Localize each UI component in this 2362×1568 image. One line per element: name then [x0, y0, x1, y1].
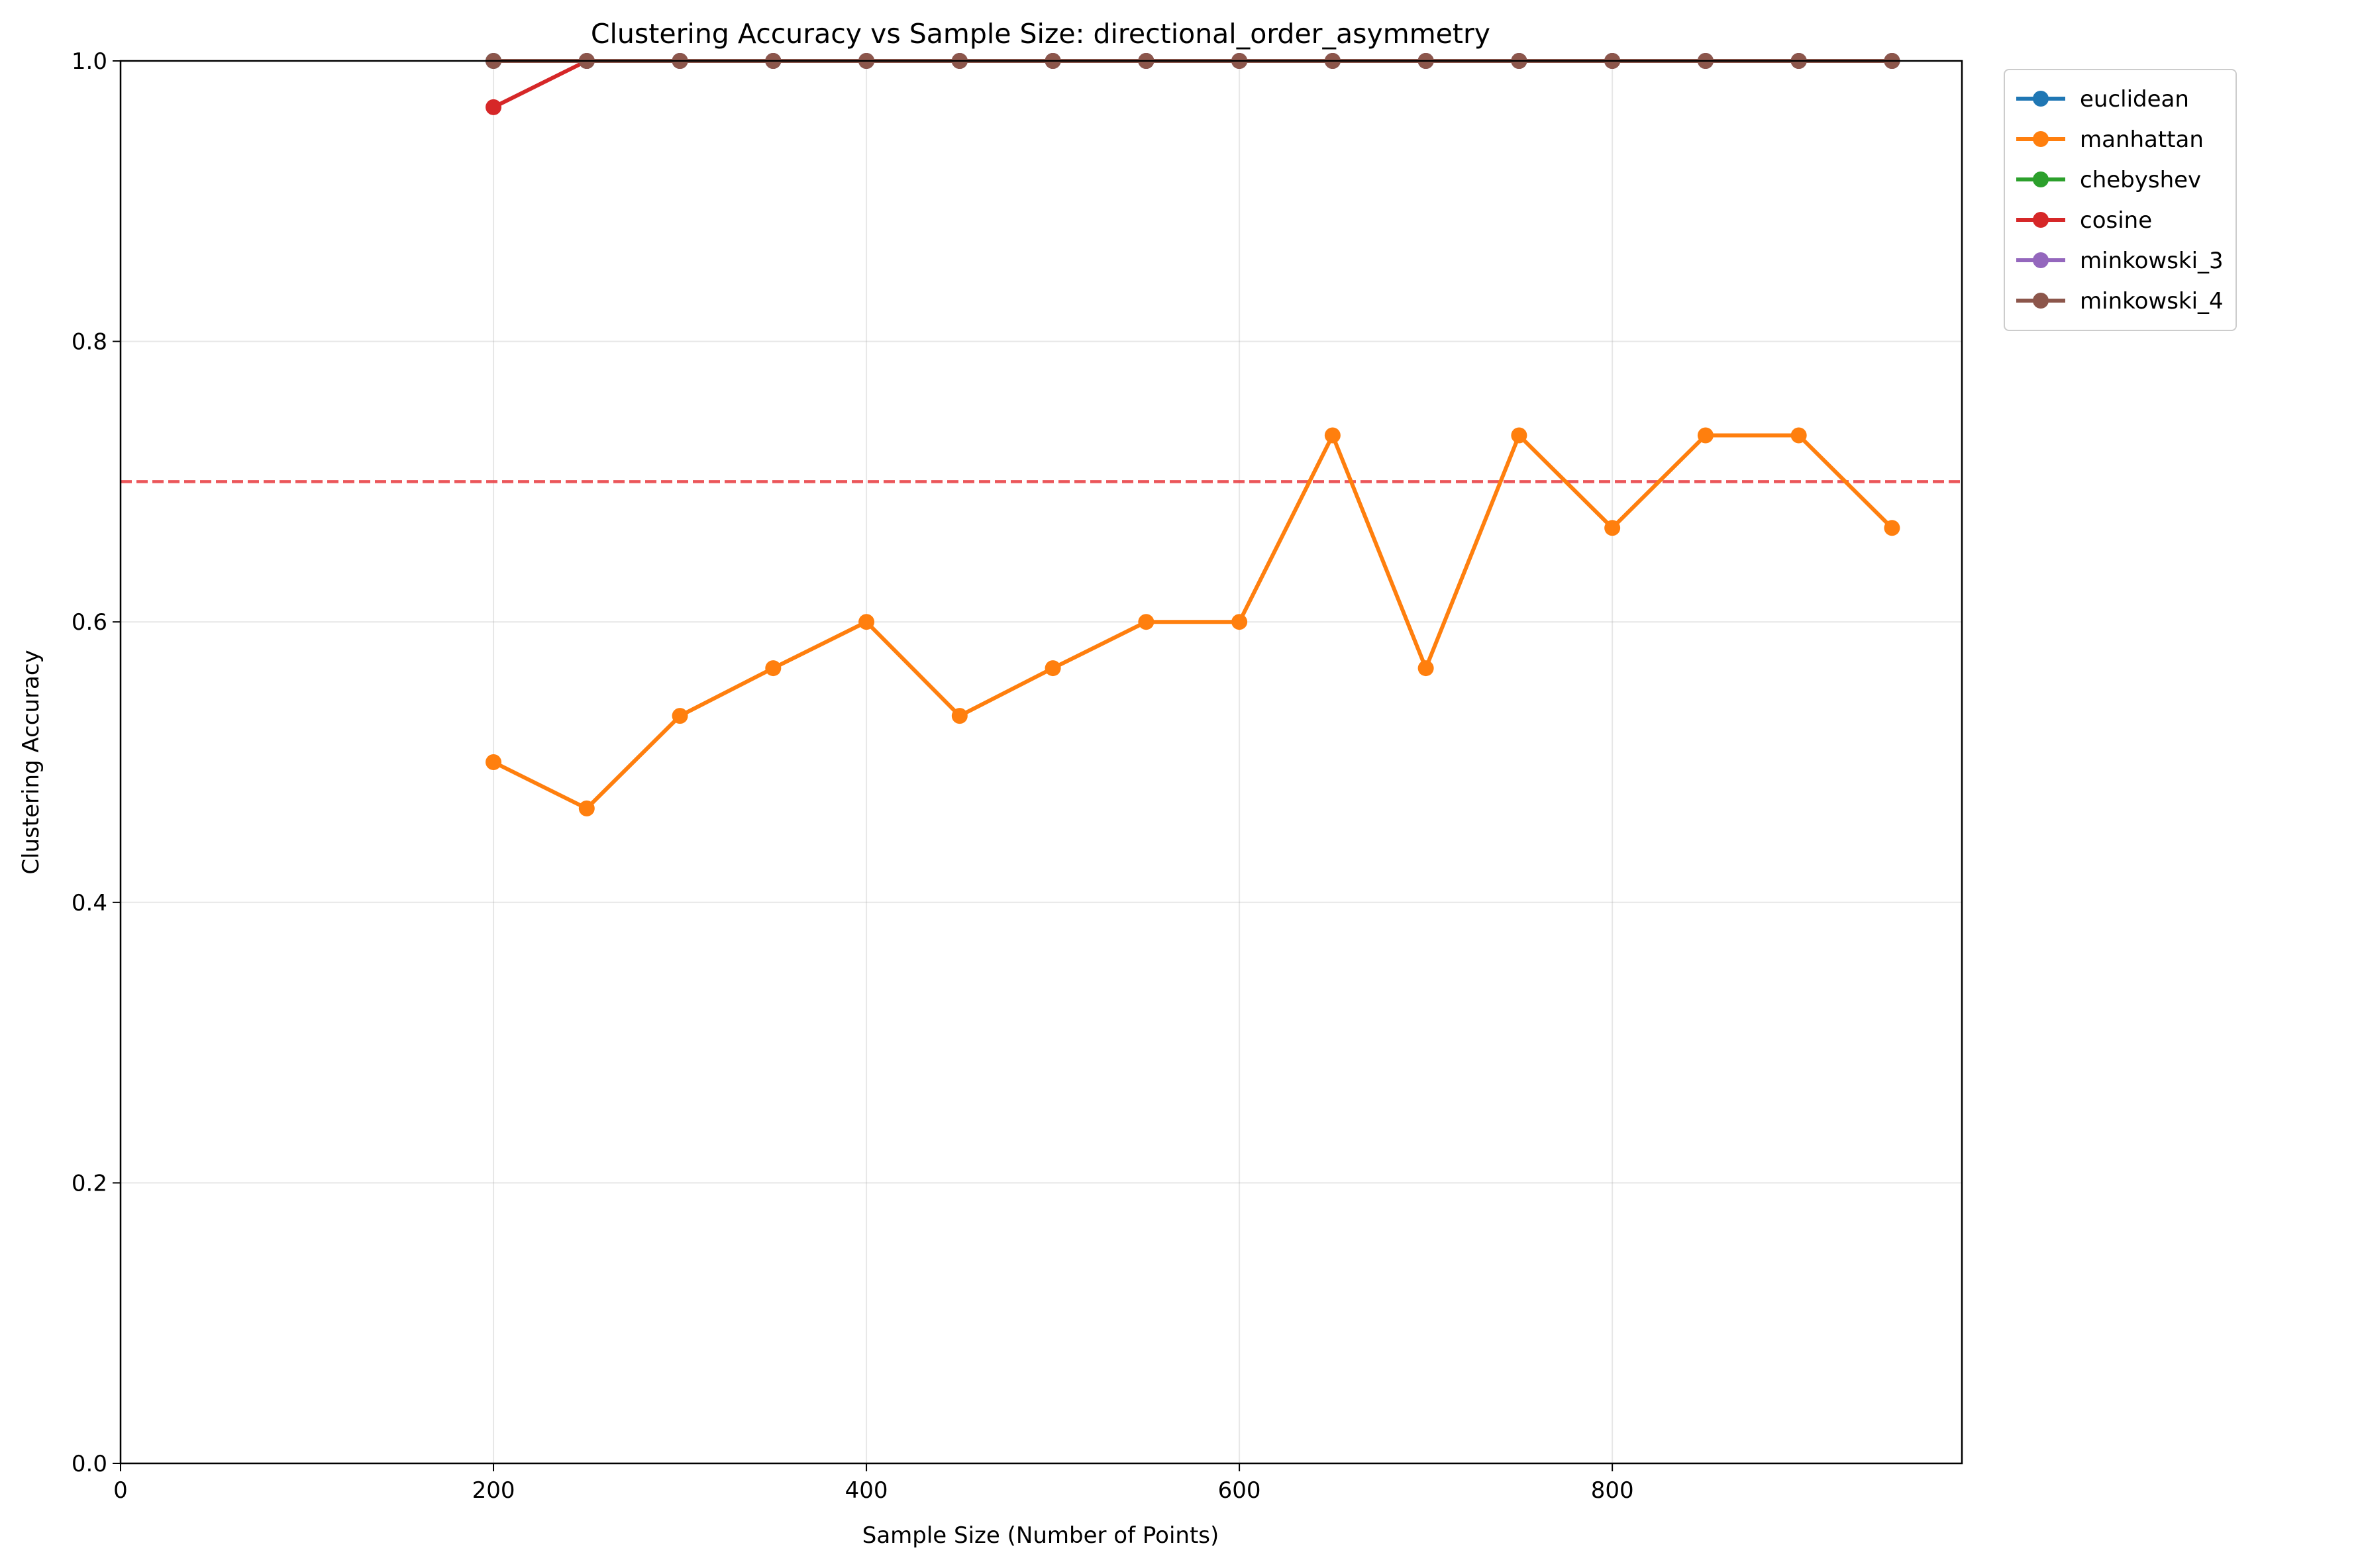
data-point [1324, 427, 1341, 444]
data-point [1511, 427, 1527, 444]
y-tick-label: 0.2 [72, 1170, 107, 1197]
data-point [1790, 427, 1807, 444]
legend-label: manhattan [2080, 126, 2204, 153]
y-tick-label: 0.0 [72, 1451, 107, 1477]
x-tick-label: 600 [1218, 1477, 1261, 1504]
y-axis-label: Clustering Accuracy [18, 650, 44, 874]
data-point [765, 660, 782, 677]
series-line [491, 433, 1894, 810]
x-axis-label: Sample Size (Number of Points) [862, 1522, 1219, 1549]
data-point [858, 614, 875, 630]
x-tick-label: 0 [113, 1477, 128, 1504]
legend-item: manhattan [2016, 126, 2204, 153]
legend-box [2004, 69, 2237, 331]
legend-swatch-marker [2033, 131, 2049, 147]
data-point [1417, 660, 1434, 677]
x-tick-label: 200 [472, 1477, 515, 1504]
data-point [1604, 520, 1621, 536]
data-point [1045, 660, 1061, 677]
x-tick-label: 800 [1591, 1477, 1634, 1504]
legend-swatch-marker [2033, 293, 2049, 309]
legend-swatch-marker [2033, 91, 2049, 107]
legend-swatch-marker [2033, 252, 2049, 268]
legend-label: euclidean [2080, 86, 2189, 113]
legend-label: chebyshev [2080, 167, 2201, 193]
plot-frame [119, 60, 1963, 1465]
ticks: 0 200 400 600 800 0.0 0.2 0.4 0.6 0.8 1.0 [72, 48, 1634, 1504]
y-tick-label: 1.0 [72, 48, 107, 75]
y-tick-label: 0.4 [72, 890, 107, 916]
legend-item: chebyshev [2016, 167, 2201, 193]
legend-item: cosine [2016, 207, 2152, 234]
data-point [951, 708, 968, 724]
data-point [486, 754, 502, 770]
legend-swatch-marker [2033, 172, 2049, 187]
series-manhattan [486, 427, 1900, 816]
y-tick-label: 0.6 [72, 609, 107, 636]
legend-item: minkowski_3 [2016, 248, 2224, 274]
x-tick-label: 400 [845, 1477, 888, 1504]
data-point [672, 708, 688, 724]
legend-swatch-marker [2033, 212, 2049, 228]
legend-label: cosine [2080, 207, 2152, 234]
chart-title: Clustering Accuracy vs Sample Size: dire… [591, 18, 1490, 50]
data-point [486, 99, 502, 115]
legend-label: minkowski_3 [2080, 248, 2224, 274]
data-point [1884, 520, 1900, 536]
legend-item: euclidean [2016, 86, 2189, 113]
data-point [578, 800, 595, 816]
legend: euclidean manhattan chebyshev cosine minkows… [2004, 69, 2237, 331]
y-tick-label: 0.8 [72, 329, 107, 356]
data-point [1231, 614, 1248, 630]
legend-label: minkowski_4 [2080, 288, 2224, 315]
data-point [1697, 427, 1714, 444]
data-point [1138, 614, 1155, 630]
legend-item: minkowski_4 [2016, 288, 2224, 315]
